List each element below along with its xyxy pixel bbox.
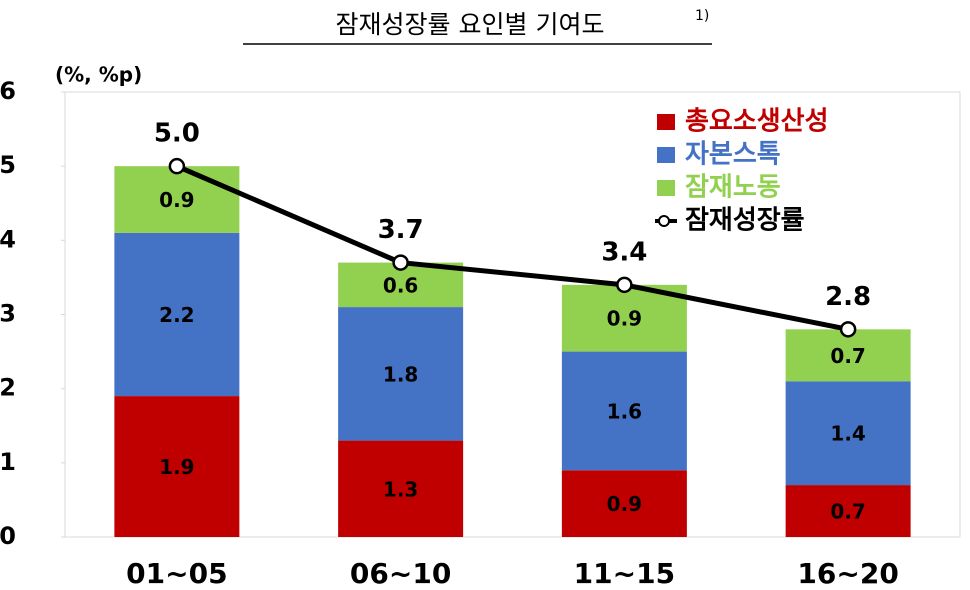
bar-value-label: 2.2 [159, 303, 194, 327]
bar-value-label: 0.9 [607, 492, 642, 516]
legend-marker [658, 215, 670, 227]
legend-swatch [657, 147, 675, 163]
y-tick-label: 4 [0, 225, 16, 253]
legend-label: 잠재노동 [685, 173, 781, 203]
legend-swatch [657, 114, 675, 130]
bar-value-label: 1.8 [383, 362, 418, 386]
line-marker [839, 321, 857, 338]
bar-value-label: 0.9 [607, 307, 642, 331]
bar-segment [785, 381, 911, 486]
bar-segment [561, 284, 687, 352]
line-value-label: 3.4 [601, 237, 647, 267]
bar-value-label: 1.6 [607, 399, 642, 423]
line-value-label: 3.7 [378, 215, 424, 245]
title-note: 1) [695, 8, 709, 24]
bar-value-label: 0.7 [830, 500, 865, 524]
y-tick-label: 5 [0, 151, 16, 179]
legend-label: 자본스톡 [685, 140, 781, 170]
y-tick-label: 1 [0, 448, 16, 476]
line-marker [616, 276, 633, 294]
line-marker [392, 254, 409, 271]
bar-value-label: 1.3 [383, 477, 418, 501]
bar-segment [338, 440, 464, 537]
bar-value-label: 0.7 [830, 344, 865, 368]
chart-title: 잠재성장률 요인별 기여도 [336, 10, 605, 39]
x-tick-label: 06~10 [350, 557, 451, 590]
bar-segment [114, 166, 240, 233]
y-tick-label: 3 [0, 300, 16, 328]
line-value-label: 5.0 [154, 119, 200, 149]
bar-segment [114, 396, 240, 537]
y-tick-label: 0 [0, 522, 16, 550]
line-value-label: 2.8 [825, 282, 871, 312]
x-tick-label: 01~05 [126, 557, 227, 590]
bar-segment [561, 351, 687, 471]
legend-swatch [657, 180, 675, 196]
y-unit-label: (%, %p) [55, 63, 142, 87]
bar-segment [114, 232, 240, 397]
bar-value-label: 0.9 [159, 188, 194, 212]
bar-segment [338, 307, 464, 441]
line-marker [168, 157, 186, 175]
y-tick-label: 6 [0, 77, 16, 105]
bar-segment [785, 329, 911, 382]
legend-label: 총요소생산성 [685, 107, 829, 137]
bar-value-label: 1.9 [159, 455, 194, 479]
legend-label: 잠재성장률 [685, 206, 805, 236]
x-tick-label: 16~20 [797, 557, 898, 590]
x-tick-label: 11~15 [574, 557, 675, 590]
bar-value-label: 0.6 [383, 273, 418, 297]
bar-value-label: 1.4 [830, 422, 865, 446]
line [175, 163, 849, 332]
bar-segment [785, 485, 911, 537]
bar-segment [561, 470, 687, 537]
y-tick-label: 2 [0, 374, 16, 402]
